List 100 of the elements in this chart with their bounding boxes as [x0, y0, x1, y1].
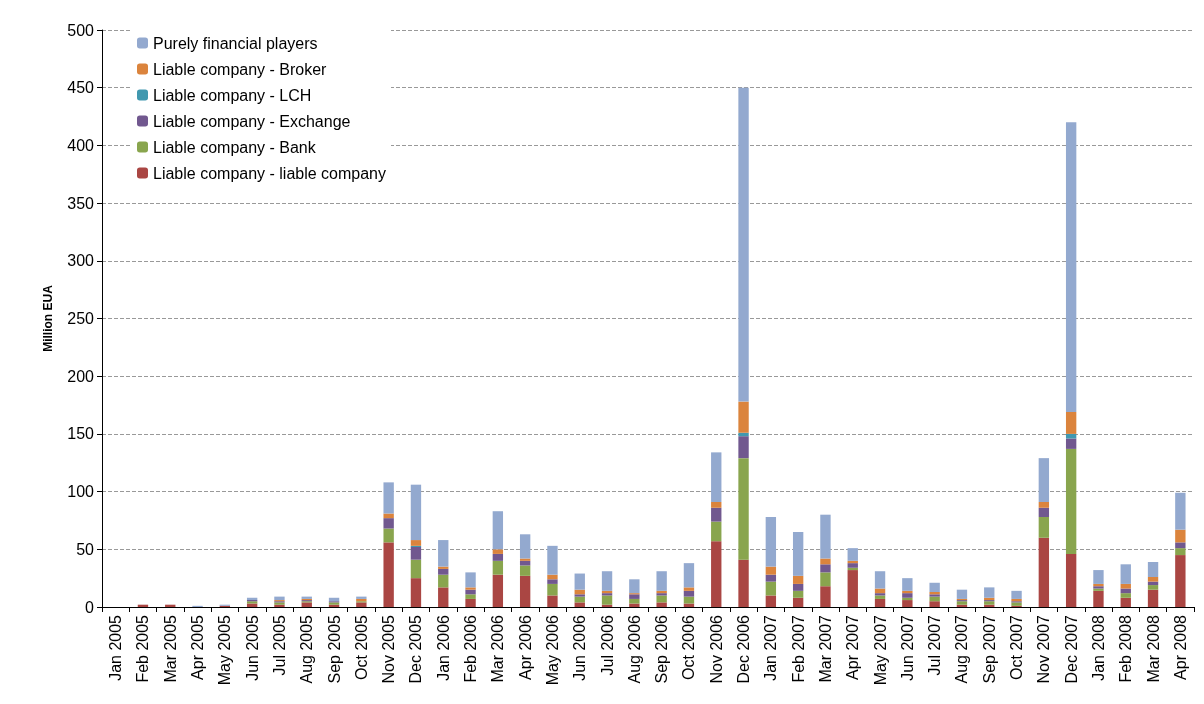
bar	[656, 595, 667, 603]
bar	[738, 401, 749, 433]
y-tick-label: 150	[67, 425, 95, 443]
bar	[1120, 583, 1131, 589]
x-tick-label: Mar 2005	[161, 614, 179, 683]
x-tick-label: Jun 2007	[898, 614, 916, 681]
bar	[1093, 590, 1104, 607]
bar	[1147, 577, 1159, 582]
bar	[1065, 411, 1077, 434]
bar	[410, 559, 422, 579]
x-tick-label: Mar 2006	[489, 614, 507, 683]
bar	[711, 507, 722, 522]
x-tick-label: Jun 2005	[243, 614, 261, 681]
bar	[902, 578, 913, 591]
bar	[765, 574, 777, 582]
bar	[492, 549, 504, 554]
legend-label: Liable company - liable company	[153, 164, 387, 182]
y-tick-label: 450	[67, 79, 95, 97]
x-tick-label: Nov 2006	[707, 614, 725, 684]
bar	[301, 602, 312, 607]
x-tick-label: Feb 2005	[134, 614, 152, 683]
bar	[765, 566, 777, 575]
bar	[410, 578, 422, 607]
bar	[929, 596, 940, 602]
bar	[656, 571, 667, 591]
bar	[711, 501, 722, 508]
bar	[519, 565, 531, 576]
x-tick-label: Oct 2007	[1008, 614, 1026, 680]
x-tick-label: May 2005	[216, 614, 234, 686]
bar	[547, 545, 558, 575]
bar	[274, 596, 285, 601]
x-tick-label: Apr 2008	[1171, 614, 1189, 680]
y-tick-label: 500	[67, 21, 95, 39]
bar	[383, 528, 394, 543]
bar	[711, 452, 722, 502]
bar	[711, 541, 722, 607]
bar	[465, 598, 476, 607]
x-tick-label: Jun 2006	[571, 614, 589, 681]
x-tick-label: Feb 2007	[789, 614, 807, 683]
bar	[902, 593, 913, 598]
bar	[929, 582, 940, 592]
bar	[410, 546, 422, 560]
bar	[1038, 537, 1050, 607]
x-tick-label: Jan 2007	[762, 614, 780, 681]
x-tick-label: Nov 2007	[1035, 614, 1053, 684]
bar	[519, 534, 531, 559]
bar	[519, 575, 531, 607]
bar	[1147, 561, 1159, 577]
x-tick-label: May 2006	[543, 614, 561, 686]
x-tick-label: Jul 2006	[598, 614, 616, 676]
bar	[765, 516, 777, 567]
bar	[629, 603, 640, 607]
legend-label: Liable company - Bank	[153, 138, 317, 156]
bar	[820, 564, 831, 573]
bar	[1175, 492, 1186, 530]
bar	[847, 570, 858, 607]
x-tick-label: Feb 2008	[1117, 614, 1135, 683]
bar	[383, 518, 394, 529]
bar	[1175, 555, 1186, 607]
bar	[1038, 501, 1050, 508]
bar	[492, 553, 504, 561]
bar	[711, 521, 722, 542]
bar	[629, 579, 640, 594]
x-tick-label: Jan 2006	[434, 614, 452, 681]
legend-label: Purely financial players	[153, 34, 318, 52]
bar	[629, 598, 640, 604]
bar	[820, 558, 831, 565]
bar	[492, 574, 504, 607]
y-tick-label: 100	[67, 483, 95, 501]
y-tick-label: 300	[67, 252, 95, 270]
legend-label: Liable company - Exchange	[153, 112, 351, 130]
bar	[1065, 438, 1077, 449]
y-tick-label: 50	[76, 540, 95, 558]
x-tick-label: Jul 2005	[270, 614, 288, 676]
bar	[465, 587, 476, 590]
legend-label: Liable company - Broker	[153, 60, 328, 78]
y-axis-title: Million EUA	[41, 284, 55, 352]
bar	[820, 514, 831, 559]
bar	[574, 594, 585, 597]
bar	[656, 602, 667, 607]
x-tick-label: Mar 2008	[1144, 614, 1162, 683]
bar	[574, 602, 585, 607]
bar	[820, 572, 831, 587]
bar	[738, 87, 749, 402]
bar	[902, 597, 913, 601]
bar	[683, 590, 695, 597]
bar	[847, 548, 858, 561]
bar	[792, 597, 804, 607]
x-tick-label: Jan 2008	[1089, 614, 1107, 681]
bar	[1065, 553, 1077, 607]
x-tick-label: Jan 2005	[107, 614, 125, 681]
bar	[820, 586, 831, 607]
bar	[792, 531, 804, 576]
bar	[465, 594, 476, 599]
bar	[683, 596, 695, 604]
bar	[1038, 507, 1050, 517]
bar	[383, 482, 394, 514]
bar	[1120, 564, 1131, 584]
bar	[738, 458, 749, 560]
bar	[902, 590, 913, 594]
